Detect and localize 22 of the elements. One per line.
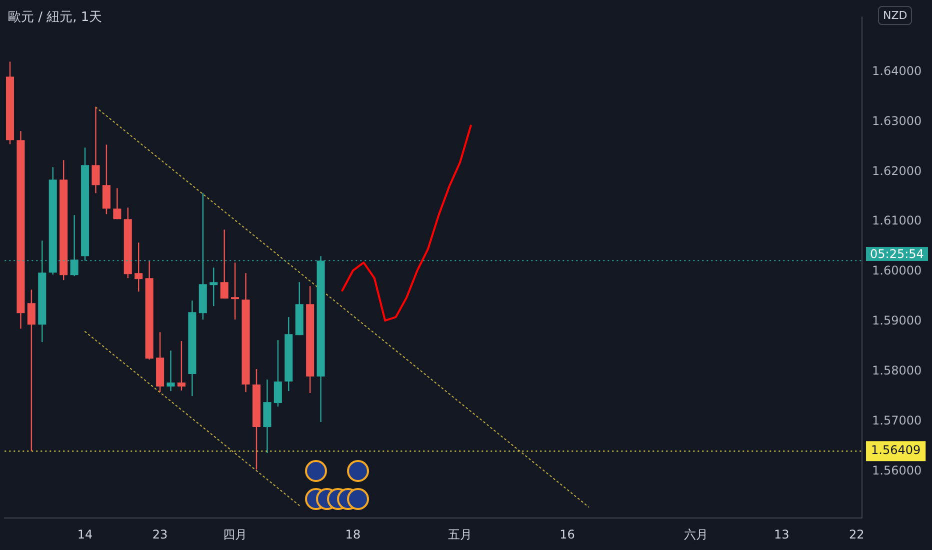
y-tick-label: 1.58000 [872,364,922,378]
y-tick-label: 1.56000 [872,464,922,478]
y-tick-label: 1.59000 [872,314,922,328]
chart-title: 歐元 / 紐元, 1天 [8,9,102,26]
x-tick-label: 22 [849,527,864,542]
y-tick-label: 1.64000 [872,64,922,78]
x-tick-label: 16 [560,527,575,542]
x-tick-label: 五月 [448,527,472,542]
y-tick-label: 1.61000 [872,214,922,228]
text: 05:25:54 [866,246,928,261]
y-tick-label: 1.60000 [872,264,922,278]
y-tick-label: 1.63000 [872,114,922,128]
ref-line-label: 1.56409 [871,443,921,458]
y-tick-label: 1.62000 [872,164,922,178]
x-tick-label: 六月 [684,527,708,542]
text: NZD [878,6,912,25]
x-tick-label: 23 [152,527,168,542]
y-tick-label: 1.57000 [872,414,922,428]
x-tick-label: 14 [77,527,93,542]
x-tick-label: 18 [345,527,361,542]
x-tick-label: 四月 [223,527,248,542]
x-tick-label: 13 [774,527,790,542]
